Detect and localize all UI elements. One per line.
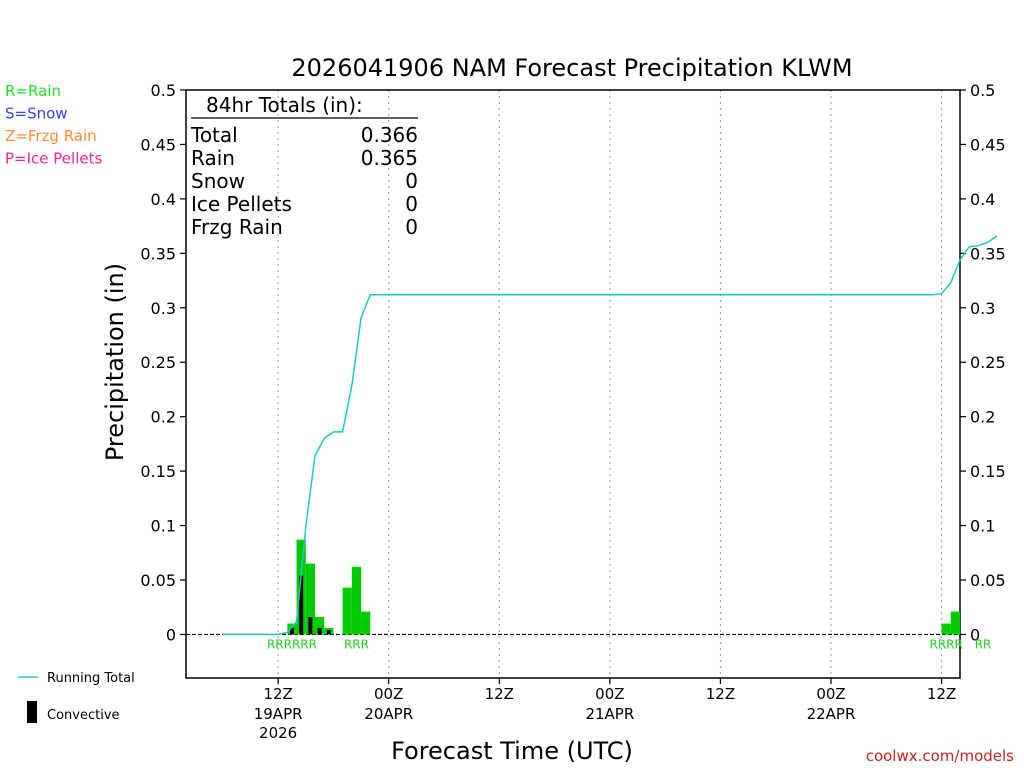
- totals-row-label: Ice Pellets: [191, 192, 292, 216]
- y-axis-label: Precipitation (in): [101, 263, 129, 461]
- series-legend: Running Total Convective: [18, 671, 135, 723]
- convective-bar: [308, 617, 313, 635]
- y-tick-label-right: 0.1: [970, 517, 995, 536]
- y-tick-label-left: 0.15: [140, 462, 176, 481]
- totals-row-value: 0.366: [361, 123, 418, 147]
- precip-type-label: RRRR: [929, 637, 962, 651]
- x-tick-label: 12Z: [485, 685, 514, 703]
- running-total-line: [222, 235, 998, 636]
- precip-type-label: RRRRRR: [267, 637, 317, 651]
- convective-bar: [326, 630, 331, 635]
- x-tick-date: 22APR: [807, 705, 856, 723]
- type-legend-item: R=Rain: [5, 82, 61, 100]
- totals-row-label: Total: [190, 123, 238, 147]
- y-tick-label-left: 0.1: [151, 517, 176, 536]
- y-tick-label-right: 0.05: [970, 571, 1006, 590]
- precip-bar: [342, 587, 352, 635]
- totals-row-label: Snow: [191, 169, 245, 193]
- precip-type-label: RRR: [344, 637, 369, 651]
- y-tick-label-left: 0.45: [140, 135, 176, 154]
- running-total-legend-label: Running Total: [47, 671, 135, 686]
- convective-legend-swatch: [27, 701, 37, 723]
- y-axis-right: 0 0.05 0.1 0.15 0.2 0.25 0.3 0.35 0.4 0.45 0.5: [960, 81, 1006, 644]
- x-tick-label: 12Z: [263, 685, 292, 703]
- precip-type-legend: R=Rain S=Snow Z=Frzg Rain P=Ice Pellets: [5, 82, 102, 168]
- convective-legend-label: Convective: [47, 708, 120, 723]
- watermark: coolwx.com/models: [866, 747, 1014, 765]
- precip-bar: [941, 623, 951, 635]
- precip-bar: [305, 563, 315, 635]
- y-tick-label-right: 0: [970, 625, 980, 644]
- x-tick-label: 00Z: [374, 685, 403, 703]
- x-axis-label: Forecast Time (UTC): [391, 737, 633, 765]
- precip-type-labels: RRRRRR RRR RRRR RR: [267, 637, 991, 651]
- y-tick-label-right: 0.2: [970, 408, 995, 427]
- convective-bars: [289, 575, 331, 635]
- totals-row-label: Frzg Rain: [191, 215, 283, 239]
- plot-frame: [185, 89, 961, 679]
- y-tick-label-left: 0.3: [151, 299, 176, 318]
- type-legend-item: P=Ice Pellets: [5, 150, 102, 168]
- y-tick-label-right: 0.35: [970, 244, 1006, 263]
- y-tick-label-right: 0.25: [970, 353, 1006, 372]
- x-tick-label: 12Z: [927, 685, 956, 703]
- y-tick-label-right: 0.45: [970, 135, 1006, 154]
- convective-bar: [299, 575, 304, 635]
- chart-title: 2026041906 NAM Forecast Precipitation KL…: [291, 54, 852, 82]
- x-tick-label: 12Z: [706, 685, 735, 703]
- plot-area: 00.050.10.150.20.250.30.350.40.450.5 00.…: [140, 81, 1005, 742]
- totals-row-value: 0: [405, 215, 418, 239]
- y-tick-label-left: 0.35: [140, 244, 176, 263]
- type-legend-item: S=Snow: [5, 105, 68, 123]
- y-tick-label-left: 0.25: [140, 353, 176, 372]
- y-tick-label-right: 0.5: [970, 81, 995, 100]
- precip-type-label: RR: [975, 637, 992, 651]
- precip-bar: [361, 611, 371, 635]
- precip-bar: [950, 611, 960, 635]
- x-tick-date: 19APR: [254, 705, 303, 723]
- y-tick-label-right: 0.4: [970, 190, 995, 209]
- totals-rows: Total 0.366 Rain 0.365 Snow 0 Ice Pellets 0 Frzg…: [190, 123, 418, 239]
- x-tick-label: 00Z: [816, 685, 845, 703]
- totals-row-value: 0: [405, 169, 418, 193]
- precip-bar: [315, 617, 325, 635]
- totals-row-value: 0: [405, 192, 418, 216]
- x-tick-label: 00Z: [595, 685, 624, 703]
- y-tick-label-left: 0.5: [151, 81, 176, 100]
- x-tick-date: 20APR: [364, 705, 413, 723]
- y-tick-label-left: 0.05: [140, 571, 176, 590]
- y-tick-label-left: 0.2: [151, 408, 176, 427]
- convective-bar: [317, 627, 322, 635]
- totals-row-label: Rain: [191, 146, 235, 170]
- totals-row-value: 0.365: [361, 146, 418, 170]
- x-tick-year: 2026: [259, 724, 297, 742]
- y-tick-label-right: 0.3: [970, 299, 995, 318]
- y-tick-label-left: 0: [166, 625, 176, 644]
- y-axis-left: 0 0.05 0.1 0.15 0.2 0.25 0.3 0.35 0.4 0.45 0.5: [140, 81, 186, 644]
- precip-bar: [351, 566, 362, 635]
- totals-box: 84hr Totals (in): Total 0.366 Rain 0.365 Sno…: [190, 93, 418, 239]
- y-tick-label-left: 0.4: [151, 190, 176, 209]
- x-tick-date: 21APR: [585, 705, 634, 723]
- vertical-gridlines: [277, 90, 943, 678]
- convective-bar: [289, 627, 294, 635]
- y-tick-label-right: 0.15: [970, 462, 1006, 481]
- totals-header: 84hr Totals (in):: [206, 93, 363, 117]
- type-legend-item: Z=Frzg Rain: [5, 127, 97, 145]
